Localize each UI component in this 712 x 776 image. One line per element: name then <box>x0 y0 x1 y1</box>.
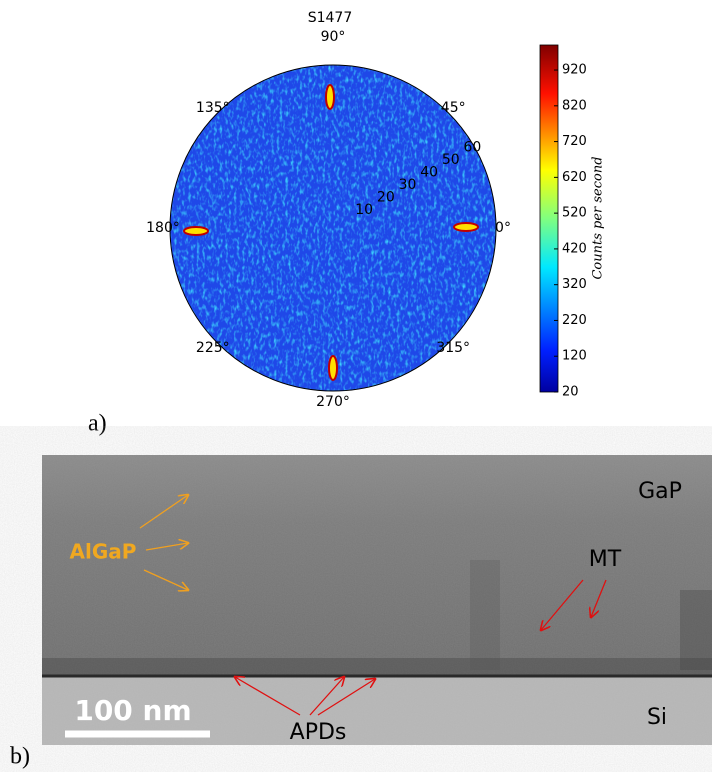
polar-plot <box>169 64 497 392</box>
colorbar-tick-label: 620 <box>562 170 587 185</box>
colorbar-tick-label: 820 <box>562 98 587 113</box>
radial-label: 30 <box>399 177 417 193</box>
mt-label: MT <box>589 547 622 572</box>
intensity-texture <box>170 65 496 391</box>
colorbar-tick-label: 120 <box>562 349 587 364</box>
tem-image <box>42 455 712 745</box>
angle-label: 135° <box>196 100 230 116</box>
colorbar-tick-label: 320 <box>562 277 587 292</box>
plot-title: S1477 <box>308 10 353 26</box>
colorbar-tick-label: 520 <box>562 206 587 221</box>
colorbar-label: Counts per second <box>591 156 606 279</box>
layer-label: GaP <box>638 479 682 504</box>
radial-label: 60 <box>464 140 482 156</box>
colorbar-tick-label: 720 <box>562 134 587 149</box>
radial-label: 40 <box>420 165 438 181</box>
disk-outline <box>169 64 497 392</box>
layer-label: Si <box>647 705 667 730</box>
intensity-peaks <box>183 84 479 381</box>
scale-bar-label: 100 nm <box>74 694 191 727</box>
annotation-arrows <box>139 495 607 716</box>
colorbar-tick-label: 420 <box>562 241 587 256</box>
angle-label: 0° <box>495 220 511 236</box>
radial-label: 50 <box>442 152 460 168</box>
colorbar-tick-label: 20 <box>562 385 579 400</box>
radial-label: 20 <box>377 190 395 206</box>
colorbar <box>539 44 559 393</box>
apds-label: APDs <box>290 720 347 745</box>
angle-label: 225° <box>196 340 230 356</box>
panel-label: a) <box>88 411 107 437</box>
colorbar-tick-label: 220 <box>562 313 587 328</box>
angle-label: 270° <box>316 394 350 410</box>
angle-label: 90° <box>321 29 346 45</box>
angle-label: 45° <box>441 100 466 116</box>
colorbar-tick-label: 920 <box>562 63 587 78</box>
algap-label: AlGaP <box>70 540 137 564</box>
angle-label: 180° <box>146 220 180 236</box>
panel-label: b) <box>10 744 30 770</box>
angle-label: 315° <box>436 340 470 356</box>
radial-label: 10 <box>355 202 373 218</box>
